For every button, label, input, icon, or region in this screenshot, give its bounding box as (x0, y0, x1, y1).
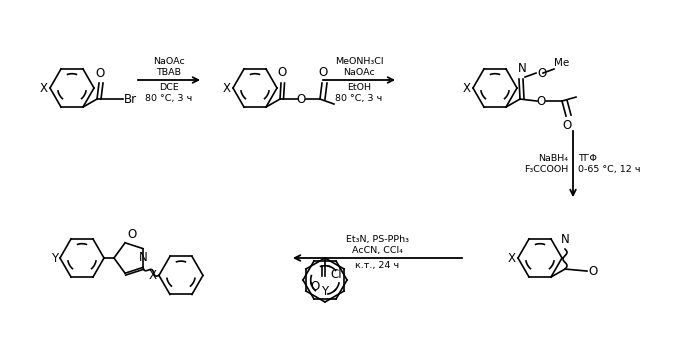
Text: N: N (138, 251, 147, 264)
Text: X: X (223, 81, 231, 94)
Text: X: X (149, 269, 157, 282)
Text: O: O (537, 66, 546, 79)
Text: DCE
80 °C, 3 ч: DCE 80 °C, 3 ч (145, 83, 193, 103)
Text: O: O (588, 265, 597, 278)
Text: ТГΦ
0-65 °C, 12 ч: ТГΦ 0-65 °C, 12 ч (578, 154, 640, 174)
Text: Br: Br (124, 92, 137, 106)
Text: O: O (563, 119, 572, 132)
Text: O: O (127, 228, 136, 241)
Text: O: O (318, 66, 328, 79)
Text: N: N (518, 62, 526, 75)
Text: O: O (95, 67, 105, 80)
Text: O: O (296, 92, 305, 106)
Text: Y: Y (322, 285, 329, 298)
Text: к.т., 24 ч: к.т., 24 ч (355, 261, 400, 270)
Text: O: O (536, 94, 546, 107)
Text: EtOH
80 °C, 3 ч: EtOH 80 °C, 3 ч (336, 83, 382, 103)
Text: NaBH₄
F₃CCOOH: NaBH₄ F₃CCOOH (524, 154, 568, 174)
Text: O: O (278, 66, 287, 79)
Text: Y: Y (51, 252, 58, 265)
Text: NaOAc
TBAB: NaOAc TBAB (153, 57, 185, 77)
Text: X: X (463, 81, 471, 94)
Text: Et₃N, PS-PPh₃
AcCN, CCl₄: Et₃N, PS-PPh₃ AcCN, CCl₄ (346, 235, 409, 255)
Text: X: X (508, 252, 516, 265)
Text: Me: Me (554, 58, 569, 68)
Text: O: O (310, 280, 319, 293)
Text: Cl: Cl (330, 267, 342, 281)
Text: N: N (561, 233, 570, 246)
Text: X: X (40, 81, 48, 94)
Text: MeONH₃Cl
NaOAc: MeONH₃Cl NaOAc (335, 57, 383, 77)
